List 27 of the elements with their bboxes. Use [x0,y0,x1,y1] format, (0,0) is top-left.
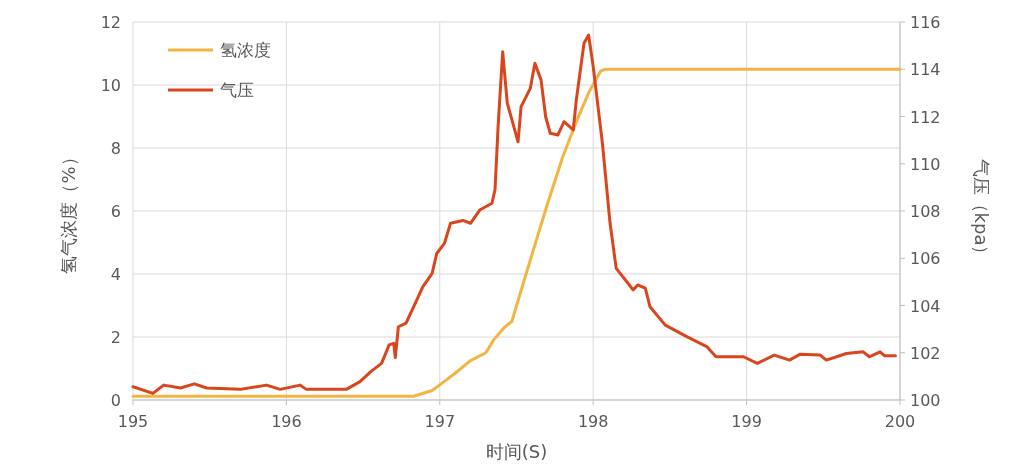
y2-tick-label: 106 [910,249,941,269]
y2-tick-label: 112 [910,107,941,127]
y2-axis-title: 气压（kpa） [971,158,992,264]
y2-tick-label: 114 [910,60,941,80]
x-tick-label: 195 [117,412,149,431]
y2-tick-label: 104 [910,296,941,316]
x-tick-label: 198 [577,412,609,431]
y-axis-title: 氢气浓度（%） [58,148,79,274]
x-tick-label: 197 [424,412,456,431]
y-tick-label: 6 [110,202,121,221]
y2-tick-label: 116 [910,13,941,32]
y2-tick-label: 102 [910,343,941,363]
y2-tick-label: 100 [910,391,941,410]
x-tick-label: 199 [731,412,762,431]
y-tick-label: 2 [110,328,121,347]
y2-tick-label: 110 [910,154,941,174]
legend-label: 氢浓度 [220,40,271,60]
x-axis-title: 时间(S) [485,441,548,462]
y-tick-label: 12 [100,13,121,32]
x-tick-label: 200 [884,412,916,431]
x-tick-label: 196 [271,412,302,431]
y2-tick-label: 108 [910,202,941,221]
y-tick-label: 4 [110,265,121,284]
legend-label: 气压 [220,80,254,100]
y-tick-label: 0 [110,391,121,410]
y-tick-label: 8 [110,139,121,158]
y-tick-label: 10 [100,76,121,95]
